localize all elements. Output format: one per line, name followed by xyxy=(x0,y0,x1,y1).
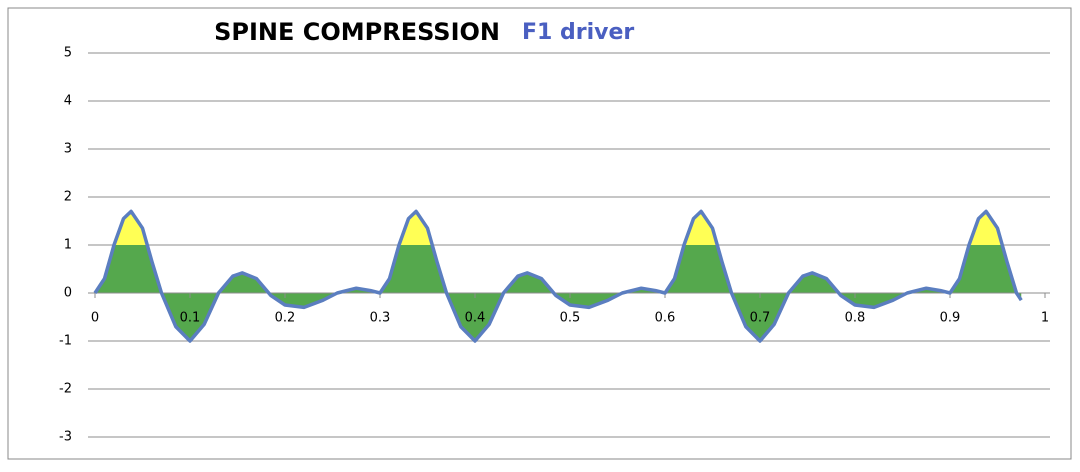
y-tick-label: 1 xyxy=(64,238,72,253)
y-tick-label: -3 xyxy=(59,430,72,445)
x-tick-label: 0.5 xyxy=(560,311,581,326)
y-tick-label: 0 xyxy=(64,286,72,301)
y-tick-label: -2 xyxy=(59,382,72,397)
x-tick-label: 0.8 xyxy=(845,311,866,326)
y-tick-label: -1 xyxy=(59,334,72,349)
x-tick-label: 0.6 xyxy=(655,311,676,326)
y-tick-label: 2 xyxy=(64,190,72,205)
x-tick-label: 1 xyxy=(1041,311,1049,326)
chart-subtitle: F1 driver xyxy=(522,20,634,45)
x-tick-label: 0.3 xyxy=(370,311,391,326)
x-tick-label: 0.1 xyxy=(180,311,201,326)
y-tick-label: 5 xyxy=(64,46,72,61)
y-tick-label: 3 xyxy=(64,142,72,157)
chart-frame xyxy=(7,7,1072,460)
x-tick-label: 0.2 xyxy=(275,311,296,326)
chart-title: SPINE COMPRESSION xyxy=(214,18,500,46)
x-tick-label: 0.7 xyxy=(750,311,771,326)
x-tick-label: 0.9 xyxy=(940,311,961,326)
y-tick-label: 4 xyxy=(64,94,72,109)
x-tick-label: 0.4 xyxy=(465,311,486,326)
x-tick-label: 0 xyxy=(91,311,99,326)
line xyxy=(93,209,1023,343)
